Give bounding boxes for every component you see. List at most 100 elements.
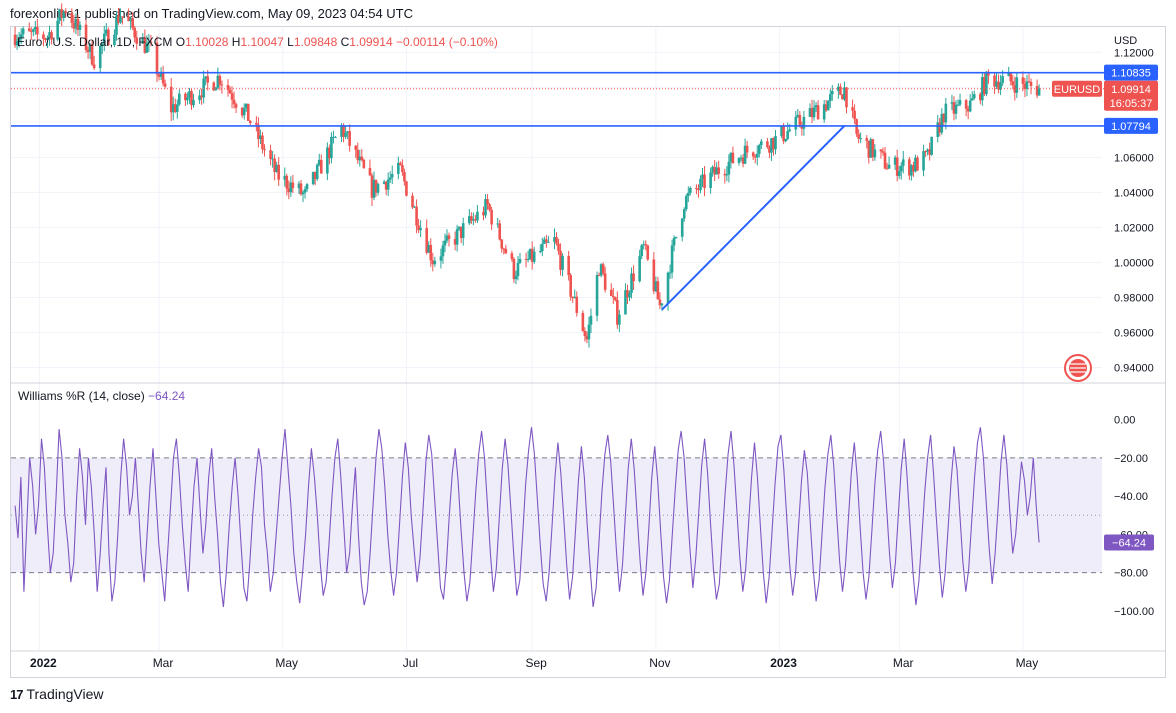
candle-body — [796, 114, 800, 117]
candle-body — [431, 260, 435, 265]
candle-body — [873, 149, 877, 158]
candle-body — [887, 164, 891, 169]
time-tick-label: May — [275, 656, 298, 670]
candle-body — [922, 151, 925, 171]
ohlc-close-label: C — [341, 35, 350, 49]
footer-brand[interactable]: TradingView — [26, 686, 104, 702]
candle-body — [972, 94, 976, 99]
candle-body — [916, 157, 919, 171]
candle-body — [72, 22, 76, 29]
candle-body — [74, 18, 78, 29]
candle-body — [184, 93, 187, 101]
candle-body — [186, 97, 189, 101]
candle-body — [502, 248, 506, 250]
candle-body — [701, 174, 704, 179]
candle-body — [571, 296, 575, 298]
candle-body — [857, 133, 860, 139]
candle-body — [812, 107, 816, 118]
candle-body — [190, 91, 193, 106]
candle-body — [76, 18, 80, 30]
candle-body — [869, 139, 873, 158]
candle-body — [879, 149, 883, 152]
candle-body — [672, 237, 676, 246]
candle-body — [715, 167, 719, 175]
candle-body — [997, 81, 1000, 90]
wr-value-tag-label: −64.24 — [1112, 537, 1146, 549]
candle-body — [644, 244, 648, 246]
candle-body — [808, 108, 812, 117]
candle-body — [695, 187, 698, 190]
candle-body — [839, 86, 842, 95]
candle-body — [930, 136, 933, 155]
candle-body — [354, 145, 358, 150]
candle-body — [88, 44, 92, 52]
candle-body — [950, 102, 954, 104]
candle-body — [299, 183, 303, 195]
candle-body — [472, 219, 475, 221]
candle-body — [729, 152, 733, 162]
candle-body — [616, 299, 619, 325]
candle-body — [908, 159, 911, 176]
candle-body — [461, 223, 465, 239]
candle-body — [944, 103, 948, 123]
candle-body — [486, 199, 489, 205]
ohlc-low-value: 1.09848 — [294, 35, 341, 49]
candle-body — [19, 34, 23, 39]
candle-body — [100, 43, 104, 46]
candle-body — [987, 71, 990, 76]
candle-body — [859, 138, 862, 140]
candle-body — [895, 157, 899, 176]
time-tick-label: Sep — [525, 656, 547, 670]
candle-body — [234, 104, 238, 108]
ohlc-open-value: 1.10028 — [185, 35, 232, 49]
candle-body — [912, 165, 915, 172]
wr-legend[interactable]: Williams %R (14, close) −64.24 — [18, 389, 185, 403]
candle-body — [417, 225, 420, 231]
candle-body — [668, 272, 672, 274]
candle-body — [149, 41, 153, 43]
time-tick-label: 2022 — [30, 656, 57, 670]
candle-body — [425, 228, 429, 253]
candle-body — [84, 24, 88, 50]
candle-body — [17, 38, 21, 41]
candle-body — [427, 244, 431, 253]
candle-body — [1029, 82, 1033, 86]
candle-body — [699, 178, 702, 191]
candle-body — [942, 113, 946, 123]
candle-body — [332, 136, 335, 138]
candle-body — [15, 40, 19, 46]
candle-body — [687, 192, 690, 197]
wr-tick-label: −100.00 — [1114, 606, 1154, 618]
candle-body — [656, 281, 660, 300]
candle-body — [993, 75, 996, 87]
candle-body — [246, 103, 250, 121]
wr-value-tag — [1104, 534, 1154, 551]
candle-body — [867, 140, 871, 158]
candle-body — [32, 29, 35, 32]
candle-body — [504, 248, 508, 254]
candle-body — [1011, 81, 1015, 86]
candle-body — [910, 165, 913, 176]
candle-body — [755, 153, 759, 158]
candle-body — [230, 93, 234, 100]
candle-body — [216, 75, 220, 88]
candle-body — [956, 104, 960, 106]
candle-body — [388, 177, 392, 180]
candle-body — [601, 264, 605, 274]
candle-body — [468, 216, 471, 224]
candle-body — [609, 289, 613, 296]
candle-body — [257, 124, 260, 140]
candle-body — [810, 108, 814, 118]
current-price-tag — [1104, 80, 1158, 111]
candle-body — [78, 24, 82, 30]
symbol-legend[interactable]: Euro / U.S. Dollar, 1D, FXCM O1.10028 H1… — [17, 35, 498, 49]
candle-body — [50, 32, 53, 40]
candle-body — [372, 179, 376, 198]
candle-body — [897, 171, 901, 176]
tradingview-logo-icon[interactable]: 17 — [10, 686, 24, 702]
candle-body — [881, 151, 885, 153]
ohlc-high-label: H — [232, 35, 241, 49]
candle-body — [851, 107, 854, 111]
candle-body — [476, 211, 479, 221]
